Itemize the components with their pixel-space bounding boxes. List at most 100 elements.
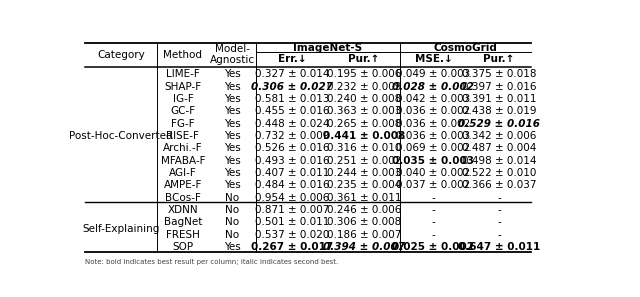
Text: 0.316 ± 0.010: 0.316 ± 0.010 (327, 143, 401, 153)
Text: 0.195 ± 0.006: 0.195 ± 0.006 (327, 69, 401, 79)
Text: -: - (431, 230, 435, 240)
Text: XDNN: XDNN (168, 205, 198, 215)
Text: 0.448 ± 0.024: 0.448 ± 0.024 (255, 119, 330, 129)
Text: -: - (497, 230, 501, 240)
Text: 0.391 ± 0.011: 0.391 ± 0.011 (462, 94, 536, 104)
Text: 0.438 ± 0.019: 0.438 ± 0.019 (462, 106, 536, 116)
Text: 0.040 ± 0.002: 0.040 ± 0.002 (396, 168, 470, 178)
Text: 0.526 ± 0.016: 0.526 ± 0.016 (255, 143, 330, 153)
Text: No: No (225, 217, 239, 228)
Text: 0.647 ± 0.011: 0.647 ± 0.011 (458, 242, 540, 252)
Text: 0.035 ± 0.003: 0.035 ± 0.003 (392, 156, 474, 166)
Text: 0.025 ± 0.002: 0.025 ± 0.002 (392, 242, 474, 252)
Text: 0.581 ± 0.013: 0.581 ± 0.013 (255, 94, 330, 104)
Text: 0.265 ± 0.008: 0.265 ± 0.008 (327, 119, 401, 129)
Text: AGI-F: AGI-F (169, 168, 196, 178)
Text: RISE-F: RISE-F (166, 131, 199, 141)
Text: 0.028 ± 0.002: 0.028 ± 0.002 (392, 82, 474, 91)
Text: Category: Category (97, 50, 145, 59)
Text: Yes: Yes (224, 82, 241, 91)
Text: 0.375 ± 0.018: 0.375 ± 0.018 (462, 69, 536, 79)
Text: 0.397 ± 0.016: 0.397 ± 0.016 (462, 82, 536, 91)
Text: 0.244 ± 0.003: 0.244 ± 0.003 (327, 168, 401, 178)
Text: Err.↓: Err.↓ (278, 54, 307, 64)
Text: -: - (431, 193, 435, 203)
Text: 0.522 ± 0.010: 0.522 ± 0.010 (462, 168, 536, 178)
Text: 0.251 ± 0.002: 0.251 ± 0.002 (327, 156, 401, 166)
Text: IG-F: IG-F (173, 94, 193, 104)
Text: 0.487 ± 0.004: 0.487 ± 0.004 (462, 143, 536, 153)
Text: MFABA-F: MFABA-F (161, 156, 205, 166)
Text: 0.363 ± 0.003: 0.363 ± 0.003 (327, 106, 401, 116)
Text: SOP: SOP (172, 242, 193, 252)
Text: 0.361 ± 0.011: 0.361 ± 0.011 (326, 193, 401, 203)
Text: 0.186 ± 0.007: 0.186 ± 0.007 (327, 230, 401, 240)
Text: Yes: Yes (224, 168, 241, 178)
Text: Yes: Yes (224, 106, 241, 116)
Text: AMPE-F: AMPE-F (164, 180, 202, 190)
Text: -: - (431, 217, 435, 228)
Text: 0.501 ± 0.011: 0.501 ± 0.011 (255, 217, 329, 228)
Text: Yes: Yes (224, 180, 241, 190)
Text: 0.732 ± 0.009: 0.732 ± 0.009 (255, 131, 329, 141)
Text: 0.407 ± 0.011: 0.407 ± 0.011 (255, 168, 329, 178)
Text: 0.498 ± 0.014: 0.498 ± 0.014 (462, 156, 536, 166)
Text: 0.036 ± 0.003: 0.036 ± 0.003 (396, 131, 470, 141)
Text: Yes: Yes (224, 156, 241, 166)
Text: -: - (497, 217, 501, 228)
Text: SHAP-F: SHAP-F (164, 82, 202, 91)
Text: 0.954 ± 0.006: 0.954 ± 0.006 (255, 193, 329, 203)
Text: Self-Explaining: Self-Explaining (82, 224, 159, 234)
Text: Yes: Yes (224, 119, 241, 129)
Text: BagNet: BagNet (164, 217, 202, 228)
Text: Archi.-F: Archi.-F (163, 143, 203, 153)
Text: -: - (431, 205, 435, 215)
Text: No: No (225, 193, 239, 203)
Text: ImageNet-S: ImageNet-S (293, 43, 363, 53)
Text: 0.246 ± 0.006: 0.246 ± 0.006 (327, 205, 401, 215)
Text: 0.394 ± 0.007: 0.394 ± 0.007 (323, 242, 405, 252)
Text: -: - (497, 193, 501, 203)
Text: Yes: Yes (224, 143, 241, 153)
Text: 0.327 ± 0.014: 0.327 ± 0.014 (255, 69, 330, 79)
Text: BCos-F: BCos-F (165, 193, 201, 203)
Text: 0.240 ± 0.008: 0.240 ± 0.008 (327, 94, 401, 104)
Text: 0.529 ± 0.016: 0.529 ± 0.016 (458, 119, 540, 129)
Text: Pur.↑: Pur.↑ (483, 54, 515, 64)
Text: 0.037 ± 0.002: 0.037 ± 0.002 (396, 180, 470, 190)
Text: 0.235 ± 0.004: 0.235 ± 0.004 (327, 180, 401, 190)
Text: FRESH: FRESH (166, 230, 200, 240)
Text: 0.441 ± 0.008: 0.441 ± 0.008 (323, 131, 405, 141)
Text: LIME-F: LIME-F (166, 69, 200, 79)
Text: 0.049 ± 0.003: 0.049 ± 0.003 (396, 69, 470, 79)
Text: 0.342 ± 0.006: 0.342 ± 0.006 (462, 131, 536, 141)
Text: CosmoGrid: CosmoGrid (434, 43, 497, 53)
Text: Model-
Agnostic: Model- Agnostic (210, 44, 255, 65)
Text: GC-F: GC-F (170, 106, 195, 116)
Text: 0.455 ± 0.016: 0.455 ± 0.016 (255, 106, 330, 116)
Text: Yes: Yes (224, 94, 241, 104)
Text: Note: bold indicates best result per column; italic indicates second best.: Note: bold indicates best result per col… (85, 259, 338, 265)
Text: Yes: Yes (224, 242, 241, 252)
Text: 0.493 ± 0.016: 0.493 ± 0.016 (255, 156, 330, 166)
Text: 0.036 ± 0.002: 0.036 ± 0.002 (396, 119, 470, 129)
Text: Yes: Yes (224, 131, 241, 141)
Text: MSE.↓: MSE.↓ (415, 54, 452, 64)
Text: 0.306 ± 0.008: 0.306 ± 0.008 (327, 217, 401, 228)
Text: 0.306 ± 0.027: 0.306 ± 0.027 (251, 82, 333, 91)
Text: Pur.↑: Pur.↑ (348, 54, 380, 64)
Text: Post-Hoc-Converted: Post-Hoc-Converted (69, 131, 173, 141)
Text: 0.267 ± 0.017: 0.267 ± 0.017 (251, 242, 333, 252)
Text: 0.232 ± 0.009: 0.232 ± 0.009 (327, 82, 401, 91)
Text: 0.366 ± 0.037: 0.366 ± 0.037 (462, 180, 536, 190)
Text: 0.069 ± 0.002: 0.069 ± 0.002 (396, 143, 470, 153)
Text: Method: Method (163, 50, 202, 59)
Text: No: No (225, 230, 239, 240)
Text: FG-F: FG-F (171, 119, 195, 129)
Text: 0.042 ± 0.003: 0.042 ± 0.003 (396, 94, 470, 104)
Text: No: No (225, 205, 239, 215)
Text: Yes: Yes (224, 69, 241, 79)
Text: 0.036 ± 0.002: 0.036 ± 0.002 (396, 106, 470, 116)
Text: 0.484 ± 0.016: 0.484 ± 0.016 (255, 180, 330, 190)
Text: 0.537 ± 0.020: 0.537 ± 0.020 (255, 230, 329, 240)
